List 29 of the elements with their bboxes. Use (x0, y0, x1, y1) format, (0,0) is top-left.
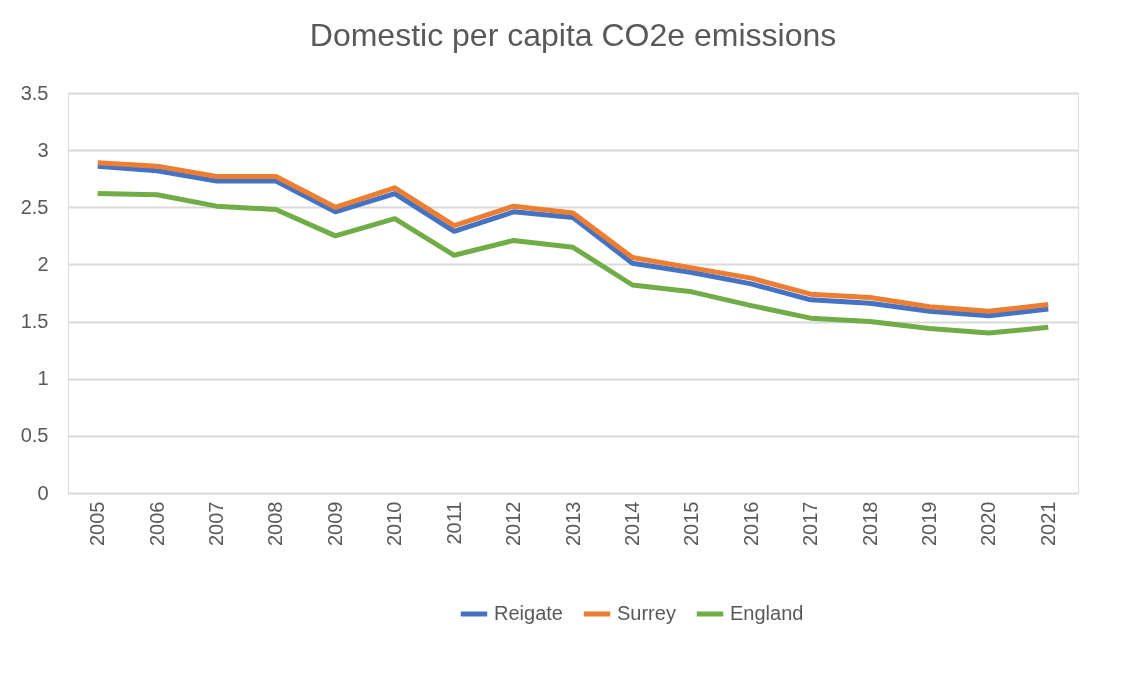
x-tick-label: 2009 (323, 501, 346, 546)
x-tick-label: 2008 (264, 501, 287, 546)
y-tick-label: 3.5 (20, 81, 49, 104)
legend-label: England (730, 602, 804, 624)
y-tick-label: 2 (37, 252, 49, 275)
y-tick-label: 1.5 (20, 310, 49, 333)
x-tick-label: 2012 (502, 501, 525, 546)
y-tick-label: 2.5 (20, 195, 49, 218)
x-tick-label: 2017 (799, 501, 822, 546)
y-tick-label: 1 (37, 367, 49, 390)
x-tick-label: 2020 (977, 501, 1000, 546)
x-tick-label: 2015 (680, 501, 703, 546)
x-tick-label: 2013 (561, 501, 584, 546)
x-tick-label: 2007 (205, 501, 228, 546)
legend-label: Reigate (494, 602, 563, 624)
y-tick-label: 3 (37, 138, 49, 161)
y-tick-label: 0 (37, 481, 49, 504)
chart-title: Domestic per capita CO2e emissions (309, 17, 837, 53)
legend-label: Surrey (617, 602, 676, 624)
x-tick-label: 2018 (858, 501, 881, 546)
x-tick-label: 2016 (739, 501, 762, 546)
x-tick-label: 2011 (442, 501, 465, 545)
x-tick-label: 2006 (145, 501, 168, 546)
y-tick-label: 0.5 (20, 424, 49, 447)
x-tick-label: 2010 (383, 501, 406, 546)
x-tick-label: 2014 (620, 501, 643, 546)
x-tick-label: 2005 (86, 501, 109, 546)
x-tick-label: 2019 (917, 501, 940, 546)
x-tick-label: 2021 (1036, 501, 1059, 546)
